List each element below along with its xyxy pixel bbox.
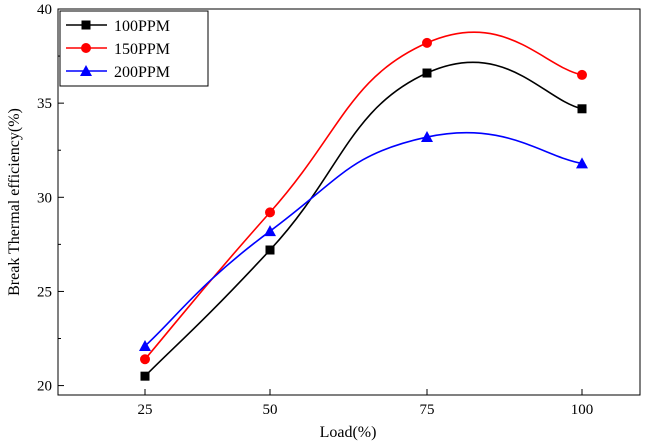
data-point-100PPM: [140, 371, 150, 381]
y-axis-label: Break Thermal efficiency(%): [6, 108, 23, 296]
y-tick-label: 35: [37, 96, 52, 112]
data-point-100PPM: [422, 68, 432, 78]
legend-label-100PPM: 100PPM: [114, 18, 170, 35]
data-point-100PPM: [577, 104, 587, 114]
x-tick-label: 50: [263, 402, 278, 418]
x-axis-ticks: 25 50 75 100: [138, 389, 594, 418]
legend: 100PPM 150PPM 200PPM: [59, 10, 209, 87]
data-point-200PPM: [421, 131, 433, 143]
series-line-200PPM: [144, 131, 583, 347]
x-tick-label: 100: [571, 402, 594, 418]
legend-marker-100PPM: [81, 20, 91, 30]
data-point-150PPM: [422, 37, 432, 48]
x-axis-label: Load(%): [320, 424, 377, 441]
series-lines: [144, 31, 583, 377]
legend-label-200PPM: 200PPM: [114, 64, 170, 81]
legend-marker-200PPM: [80, 65, 92, 76]
plot-frame: [57, 8, 641, 396]
data-point-150PPM: [265, 207, 275, 218]
data-point-150PPM: [140, 354, 150, 365]
data-point-150PPM: [577, 69, 587, 80]
y-axis-ticks: 20 25 30 35 40: [37, 2, 64, 395]
legend-marker-150PPM: [81, 43, 91, 53]
y-tick-label: 30: [37, 190, 52, 206]
series-line-100PPM: [144, 61, 583, 377]
data-point-100PPM: [265, 245, 275, 255]
data-point-200PPM: [264, 225, 276, 237]
legend-label-150PPM: 150PPM: [114, 41, 170, 58]
x-tick-label: 25: [138, 402, 153, 418]
data-point-200PPM: [139, 340, 151, 352]
y-tick-label: 40: [37, 2, 52, 18]
series-markers: [139, 37, 588, 381]
y-tick-label: 25: [37, 284, 52, 300]
data-point-200PPM: [576, 157, 588, 169]
series-line-150PPM: [144, 31, 583, 360]
x-tick-label: 75: [420, 402, 435, 418]
y-tick-label: 20: [37, 379, 52, 395]
